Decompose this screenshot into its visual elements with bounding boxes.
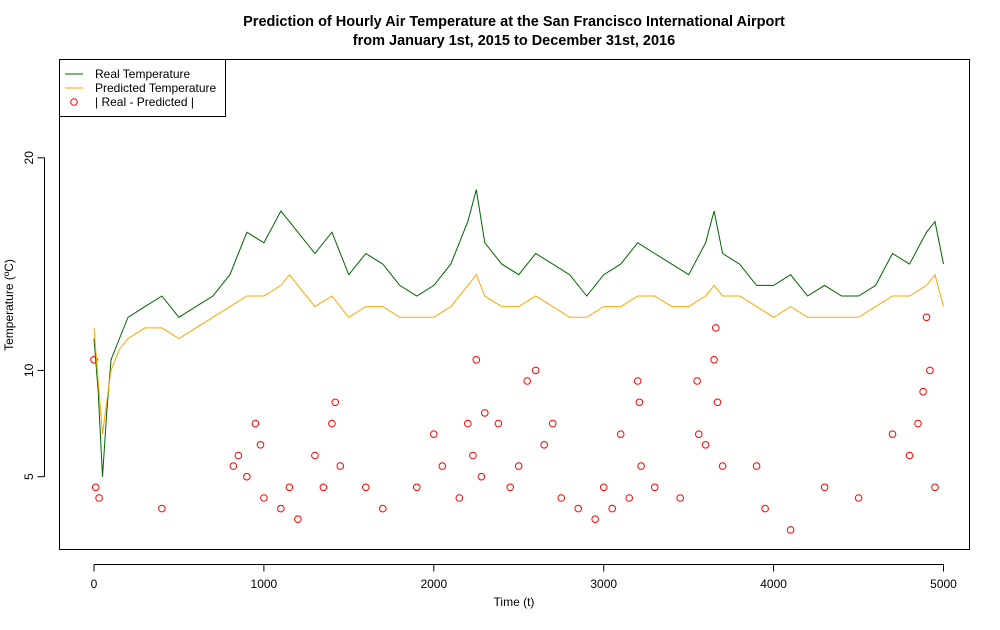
- abs-diff-point: [95, 494, 103, 502]
- abs-diff-point: [331, 398, 340, 407]
- x-tick-label: 5000: [930, 577, 957, 591]
- y-tick-label: 20: [22, 151, 36, 165]
- abs-diff-point: [477, 472, 486, 481]
- abs-diff-point: [540, 441, 549, 449]
- abs-diff-point: [455, 494, 464, 502]
- abs-diff-point: [430, 430, 438, 439]
- x-tick-label: 3000: [590, 577, 617, 591]
- abs-diff-point: [888, 430, 897, 439]
- abs-diff-point: [481, 409, 489, 417]
- abs-diff-point: [506, 483, 515, 492]
- abs-diff-points: [90, 313, 939, 534]
- abs-diff-point: [328, 419, 336, 428]
- abs-diff-point: [557, 494, 566, 502]
- abs-diff-point: [311, 451, 319, 460]
- temperature-lines: [93, 189, 944, 477]
- abs-diff-point: [229, 462, 238, 470]
- abs-diff-point: [786, 526, 795, 534]
- abs-diff-point: [820, 483, 829, 492]
- x-tick-label: 4000: [760, 577, 787, 591]
- abs-diff-point: [514, 462, 523, 470]
- legend-diff-label: | Real - Predicted |: [95, 95, 194, 109]
- abs-diff-point: [713, 398, 722, 407]
- abs-diff-point: [464, 419, 472, 428]
- predicted-temperature-line: [93, 273, 944, 435]
- x-tick-label: 2000: [420, 577, 447, 591]
- abs-diff-point: [277, 504, 285, 513]
- legend: Real Temperature Predicted Temperature |…: [59, 59, 226, 117]
- abs-diff-point: [695, 430, 703, 439]
- abs-diff-point: [548, 419, 557, 428]
- abs-diff-point: [599, 483, 608, 492]
- abs-diff-point: [531, 366, 540, 375]
- abs-diff-point: [718, 462, 727, 470]
- legend-box: [59, 59, 226, 117]
- chart-title: Prediction of Hourly Air Temperature at …: [243, 14, 785, 30]
- abs-diff-point: [676, 494, 685, 502]
- abs-diff-point: [633, 377, 642, 385]
- y-axis: 5 10 20: [22, 151, 45, 480]
- abs-diff-point: [635, 398, 644, 407]
- abs-diff-point: [701, 441, 710, 449]
- x-tick-label: 0: [91, 577, 98, 591]
- plot-area-frame: [59, 59, 970, 550]
- abs-diff-point: [914, 419, 922, 428]
- abs-diff-point: [91, 483, 100, 492]
- abs-diff-point: [472, 356, 481, 364]
- x-axis-label: Time (t): [494, 595, 535, 609]
- abs-diff-point: [413, 483, 421, 492]
- abs-diff-point: [234, 451, 243, 460]
- abs-diff-point: [752, 462, 761, 470]
- y-tick-label: 10: [22, 363, 36, 377]
- chart-subtitle: from January 1st, 2015 to December 31st,…: [353, 33, 675, 49]
- abs-diff-point: [469, 451, 477, 460]
- abs-diff-point: [625, 494, 634, 502]
- abs-diff-point: [693, 377, 701, 385]
- abs-diff-point: [931, 483, 939, 492]
- abs-diff-point: [285, 483, 294, 492]
- abs-diff-point: [294, 515, 302, 524]
- y-tick-label: 5: [22, 473, 36, 480]
- abs-diff-point: [319, 483, 328, 492]
- legend-predicted-label: Predicted Temperature: [95, 81, 217, 95]
- abs-diff-point: [854, 494, 863, 502]
- abs-diff-point: [616, 430, 625, 439]
- abs-diff-point: [362, 483, 370, 492]
- abs-diff-point: [256, 441, 265, 449]
- abs-diff-point: [637, 462, 645, 470]
- abs-diff-point: [523, 377, 532, 385]
- abs-diff-point: [251, 419, 260, 428]
- abs-diff-point: [243, 472, 251, 481]
- abs-diff-point: [438, 462, 447, 470]
- x-axis: 0 1000 2000 3000 4000 5000: [91, 564, 957, 591]
- abs-diff-point: [710, 356, 718, 364]
- abs-diff-point: [905, 451, 914, 460]
- y-axis-label: Temperature (ºC): [2, 259, 16, 351]
- abs-diff-point: [260, 494, 268, 502]
- abs-diff-point: [919, 387, 927, 396]
- abs-diff-point: [712, 324, 720, 332]
- legend-diff-swatch: [70, 98, 78, 106]
- real-temperature-line: [93, 189, 944, 477]
- abs-diff-point: [922, 313, 931, 322]
- abs-diff-point: [591, 515, 600, 524]
- abs-diff-point: [379, 504, 387, 513]
- abs-diff-point: [650, 483, 659, 492]
- abs-diff-point: [761, 504, 769, 513]
- abs-diff-point: [926, 366, 934, 375]
- abs-diff-point: [158, 504, 166, 513]
- x-tick-label: 1000: [251, 577, 278, 591]
- abs-diff-point: [608, 504, 617, 513]
- abs-diff-point: [494, 419, 503, 428]
- abs-diff-point: [574, 504, 583, 513]
- abs-diff-point: [336, 462, 345, 470]
- abs-diff-point: [90, 356, 98, 364]
- legend-real-label: Real Temperature: [95, 67, 190, 81]
